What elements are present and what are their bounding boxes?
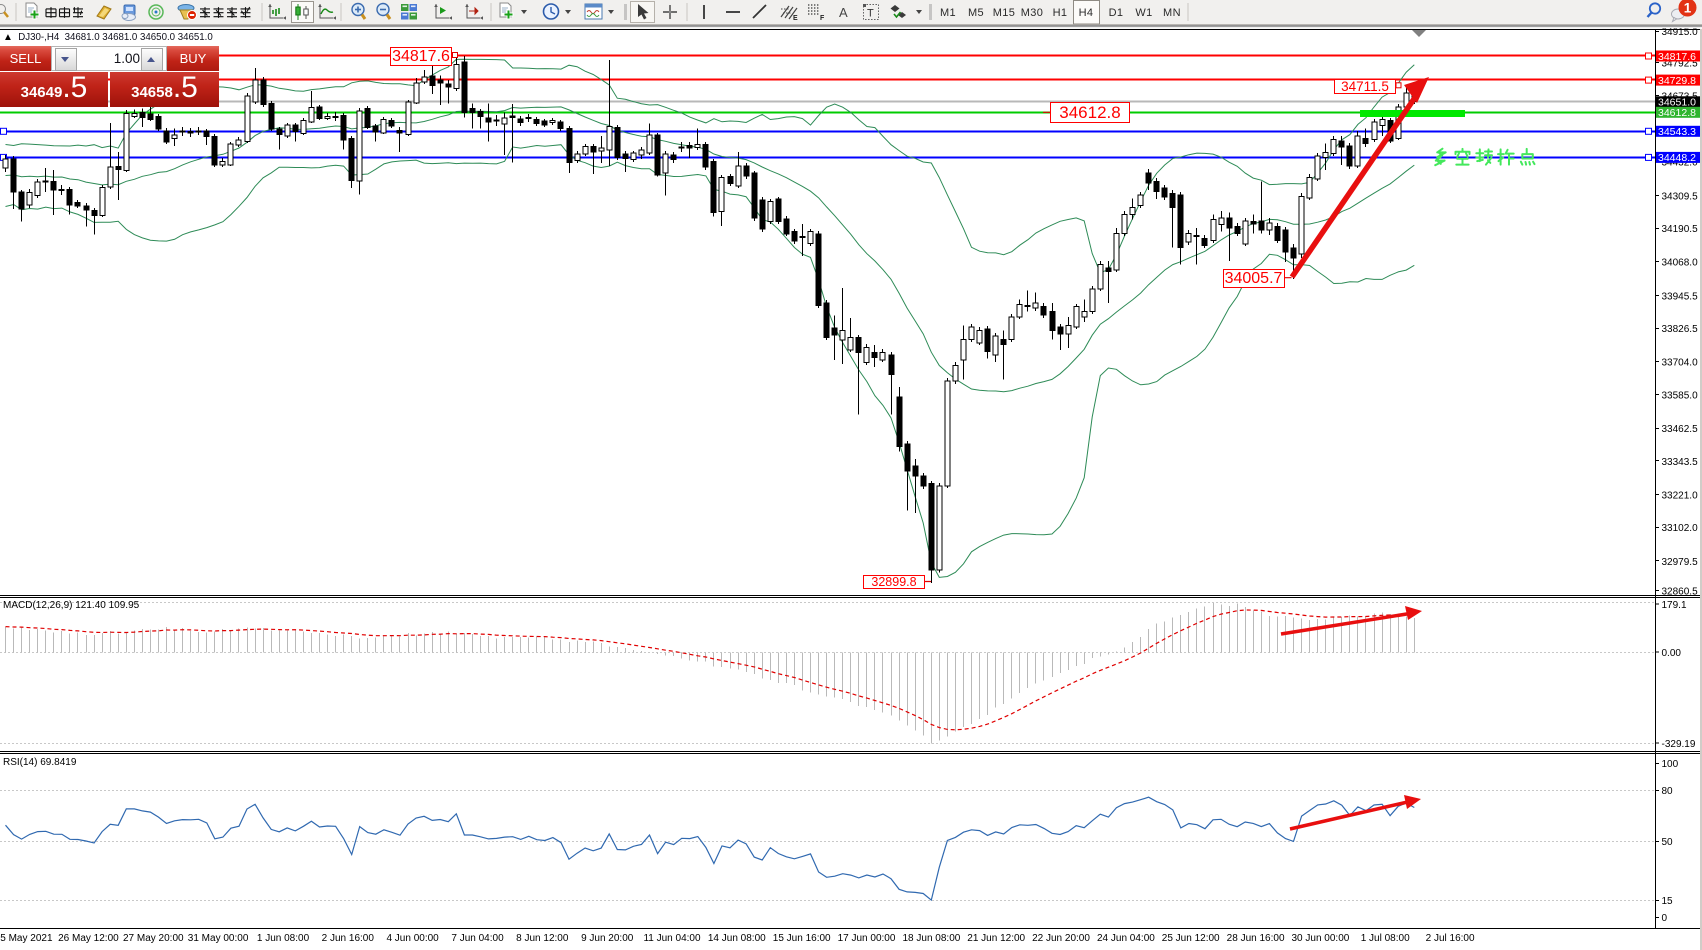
svg-text:E: E (793, 15, 798, 22)
svg-text:M15: M15 (993, 7, 1016, 19)
svg-text:25 May 2021: 25 May 2021 (0, 933, 53, 944)
svg-text:34432.0: 34432.0 (1662, 158, 1699, 169)
svg-text:34915.0: 34915.0 (1662, 27, 1699, 38)
svg-text:31 May 00:00: 31 May 00:00 (188, 933, 249, 944)
svg-text:11 Jun 04:00: 11 Jun 04:00 (643, 933, 701, 944)
svg-text:50: 50 (1662, 837, 1674, 848)
svg-text:D1: D1 (1109, 7, 1124, 19)
svg-text:34817.6: 34817.6 (1658, 51, 1696, 63)
svg-text:21 Jun 12:00: 21 Jun 12:00 (967, 933, 1025, 944)
svg-text:9 Jun 20:00: 9 Jun 20:00 (581, 933, 634, 944)
svg-text:33343.5: 33343.5 (1662, 457, 1699, 468)
svg-text:34729.8: 34729.8 (1658, 75, 1696, 87)
svg-text:179.1: 179.1 (1662, 600, 1687, 611)
svg-text:32979.5: 32979.5 (1662, 557, 1699, 568)
svg-text:22 Jun 20:00: 22 Jun 20:00 (1032, 933, 1090, 944)
svg-text:34792.5: 34792.5 (1662, 59, 1699, 70)
svg-text:34068.0: 34068.0 (1662, 258, 1699, 269)
svg-text:MN: MN (1163, 7, 1181, 19)
svg-text:15 Jun 16:00: 15 Jun 16:00 (773, 933, 831, 944)
svg-text:33826.5: 33826.5 (1662, 324, 1699, 335)
svg-text:2 Jun 16:00: 2 Jun 16:00 (322, 933, 375, 944)
svg-text:H1: H1 (1053, 7, 1068, 19)
svg-text:F: F (820, 15, 825, 22)
svg-text:34543.3: 34543.3 (1658, 126, 1696, 138)
svg-text:A: A (839, 5, 848, 20)
svg-text:1: 1 (1684, 1, 1692, 16)
svg-text:25 Jun 12:00: 25 Jun 12:00 (1162, 933, 1220, 944)
svg-text:1 Jul 08:00: 1 Jul 08:00 (1361, 933, 1410, 944)
svg-text:18 Jun 08:00: 18 Jun 08:00 (902, 933, 960, 944)
svg-text:33704.0: 33704.0 (1662, 358, 1699, 369)
svg-text:32860.5: 32860.5 (1662, 587, 1699, 598)
svg-text:M1: M1 (940, 7, 956, 19)
svg-text:T: T (867, 8, 874, 20)
svg-text:34612.8: 34612.8 (1658, 107, 1696, 119)
svg-text:7 Jun 04:00: 7 Jun 04:00 (451, 933, 504, 944)
svg-text:M5: M5 (968, 7, 984, 19)
svg-text:33462.5: 33462.5 (1662, 424, 1699, 435)
svg-text:27 May 20:00: 27 May 20:00 (123, 933, 184, 944)
svg-text:100: 100 (1662, 759, 1679, 770)
svg-text:34651.0: 34651.0 (1658, 97, 1696, 109)
svg-text:33945.5: 33945.5 (1662, 291, 1699, 302)
svg-text:M30: M30 (1021, 7, 1044, 19)
svg-text:34190.5: 34190.5 (1662, 224, 1699, 235)
svg-text:8 Jun 12:00: 8 Jun 12:00 (516, 933, 569, 944)
svg-text:33102.0: 33102.0 (1662, 523, 1699, 534)
svg-text:33585.0: 33585.0 (1662, 390, 1699, 401)
svg-text:30 Jun 00:00: 30 Jun 00:00 (1291, 933, 1349, 944)
svg-text:2 Jul 16:00: 2 Jul 16:00 (1426, 933, 1475, 944)
svg-text:15: 15 (1662, 896, 1674, 907)
svg-text:W1: W1 (1135, 7, 1152, 19)
svg-text:4 Jun 00:00: 4 Jun 00:00 (386, 933, 439, 944)
svg-text:34309.5: 34309.5 (1662, 191, 1699, 202)
svg-text:-329.19: -329.19 (1662, 739, 1696, 750)
svg-text:1 Jun 08:00: 1 Jun 08:00 (257, 933, 310, 944)
svg-text:24 Jun 04:00: 24 Jun 04:00 (1097, 933, 1155, 944)
svg-text:34448.2: 34448.2 (1658, 152, 1696, 164)
svg-text:28 Jun 16:00: 28 Jun 16:00 (1227, 933, 1285, 944)
svg-text:26 May 12:00: 26 May 12:00 (58, 933, 119, 944)
svg-text:H4: H4 (1079, 7, 1094, 19)
svg-text:14 Jun 08:00: 14 Jun 08:00 (708, 933, 766, 944)
svg-text:80: 80 (1662, 786, 1674, 797)
svg-text:0.00: 0.00 (1662, 648, 1682, 659)
svg-text:33221.0: 33221.0 (1662, 490, 1699, 501)
svg-text:0: 0 (1662, 913, 1668, 924)
svg-text:17 Jun 00:00: 17 Jun 00:00 (838, 933, 896, 944)
